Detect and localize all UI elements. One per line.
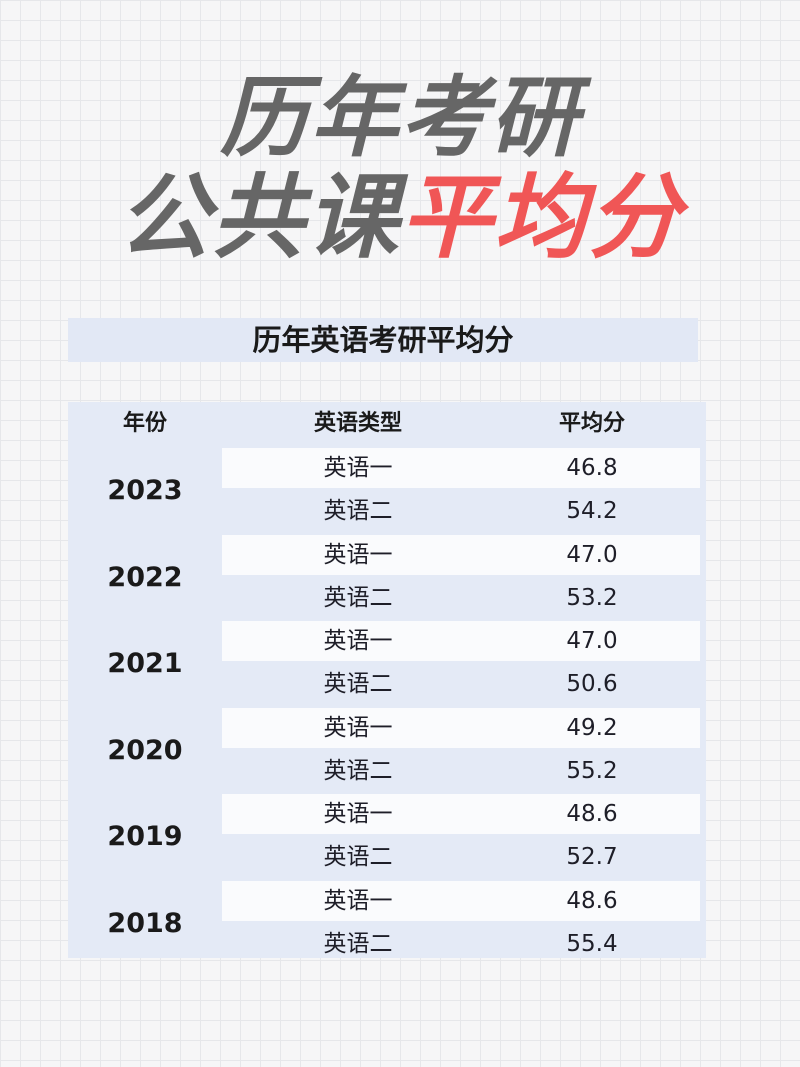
score-cell: 50.6 <box>566 671 618 697</box>
year-cell: 2020 <box>107 734 183 766</box>
year-cell: 2023 <box>107 475 183 506</box>
type-cell: 英语二 <box>323 930 393 957</box>
score-cell: 54.2 <box>566 498 618 524</box>
table-row: 英语一 49.2 <box>222 707 700 748</box>
score-cell: 48.6 <box>566 801 618 827</box>
score-table: 年份 英语类型 平均分 2023 英语一 46.8 英语二 54.2 2022 英语一 47.… <box>68 402 706 958</box>
title-line-2: 公共课平均分 <box>0 168 800 268</box>
type-cell: 英语一 <box>323 714 393 741</box>
score-cell: 55.2 <box>566 757 618 784</box>
score-cell: 47.0 <box>566 628 618 654</box>
year-cell: 2018 <box>107 907 183 939</box>
score-cell: 46.8 <box>566 455 618 481</box>
year-cell: 2022 <box>107 561 183 593</box>
type-cell: 英语二 <box>323 757 393 784</box>
title-line-2-red: 平均分 <box>400 164 683 271</box>
table-row: 英语一 47.0 <box>222 621 700 661</box>
header-year: 年份 <box>122 411 167 436</box>
table-row: 英语一 47.0 <box>222 534 700 575</box>
score-cell: 53.2 <box>566 584 618 611</box>
year-cell: 2019 <box>107 821 183 852</box>
type-cell: 英语二 <box>323 844 393 870</box>
type-cell: 英语二 <box>323 671 393 697</box>
table-row: 英语二 54.2 <box>222 491 700 531</box>
table-row: 英语二 53.2 <box>222 578 700 618</box>
score-cell: 55.4 <box>566 930 618 957</box>
type-cell: 英语二 <box>323 584 393 611</box>
title-line-1: 历年考研 <box>219 66 580 169</box>
type-cell: 英语一 <box>323 541 393 568</box>
table-row: 英语二 50.6 <box>222 664 700 704</box>
type-cell: 英语一 <box>323 801 393 827</box>
type-cell: 英语一 <box>323 887 393 914</box>
table-row: 英语一 46.8 <box>222 448 700 488</box>
table-row: 英语一 48.6 <box>222 880 700 921</box>
header-score: 平均分 <box>558 411 625 436</box>
score-cell: 48.6 <box>566 887 618 914</box>
table-row: 英语二 55.4 <box>222 924 700 964</box>
score-cell: 49.2 <box>566 714 618 741</box>
score-cell: 47.0 <box>566 541 618 568</box>
table-row: 英语一 48.6 <box>222 794 700 834</box>
title-line-2-gray: 公共课 <box>117 164 400 271</box>
type-cell: 英语二 <box>323 498 393 524</box>
type-cell: 英语一 <box>323 628 393 654</box>
table-title-banner: 历年英语考研平均分 <box>68 318 698 362</box>
score-cell: 52.7 <box>566 844 618 870</box>
header-type: 英语类型 <box>313 411 402 436</box>
type-cell: 英语一 <box>323 455 393 481</box>
table-row: 英语二 55.2 <box>222 751 700 791</box>
table-row: 英语二 52.7 <box>222 837 700 877</box>
year-cell: 2021 <box>107 648 183 679</box>
